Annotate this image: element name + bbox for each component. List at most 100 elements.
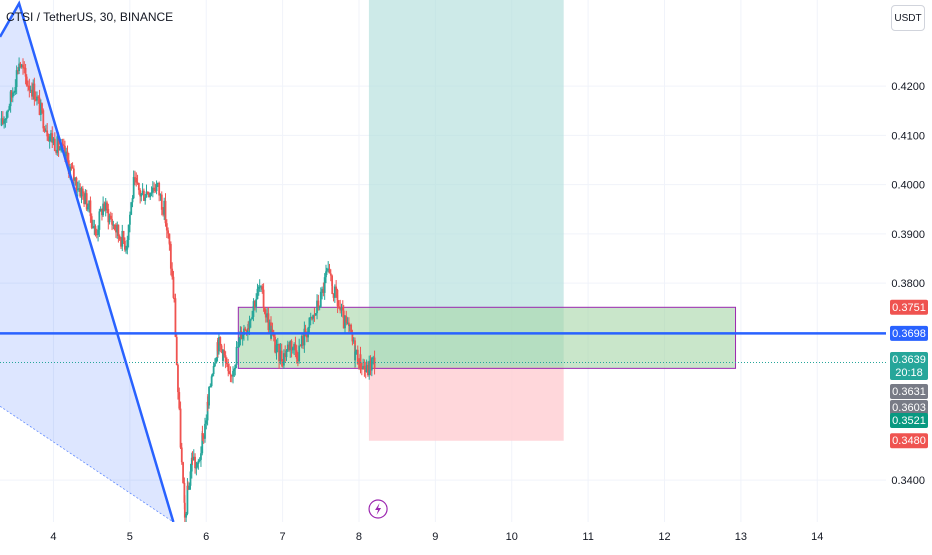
candle-body [56, 136, 59, 153]
price-tick-label: 0.3400 [891, 475, 925, 487]
candle-body [336, 300, 339, 307]
candle-body [29, 89, 32, 91]
price-label-value: 0.3521 [892, 415, 926, 427]
candle-body [179, 408, 182, 448]
trend-line[interactable] [0, 0, 175, 523]
candle-body [364, 369, 367, 372]
candle-body [194, 456, 196, 469]
candle-body [80, 188, 83, 197]
candle-body [55, 150, 58, 153]
candle-body [103, 203, 106, 211]
candle-body [131, 198, 134, 203]
candle-body [58, 149, 61, 151]
candle-body [175, 336, 178, 366]
pattern-edge [0, 405, 174, 523]
candle-body [317, 300, 320, 308]
price-label-value: 0.3639 [892, 354, 926, 366]
candle-body [373, 357, 376, 369]
candle-body [177, 365, 179, 393]
candle-body [328, 268, 331, 274]
candle-body [154, 189, 157, 191]
candle-body [210, 376, 213, 386]
currency-button[interactable]: USDT [891, 5, 925, 31]
candle-body [47, 136, 50, 142]
candle-body [57, 136, 60, 151]
candle-body [18, 63, 20, 71]
candle-body [224, 355, 227, 363]
candle-body [10, 91, 13, 98]
candle-body [84, 193, 87, 205]
price-label-badge [890, 325, 928, 341]
candle-body [333, 286, 336, 298]
candle-body [238, 337, 241, 347]
candle-body [109, 215, 112, 220]
candle-body [190, 457, 193, 472]
candle-body [215, 357, 218, 364]
price-tick-label: 0.4000 [891, 180, 925, 192]
candle-body [182, 462, 184, 483]
candle-body [241, 335, 244, 339]
candle-body [151, 187, 154, 193]
time-tick-label: 11 [582, 531, 593, 543]
drawings [0, 0, 737, 523]
candle-body [322, 288, 325, 293]
candle-body [66, 151, 69, 161]
candle-body [37, 96, 40, 98]
candle-body [358, 364, 360, 369]
candle-body [24, 67, 27, 77]
candle-body [64, 145, 66, 157]
lightning-icon [375, 503, 382, 515]
candle-body [266, 313, 268, 318]
price-axis[interactable]: 0.4200 0.4100 0.4000 0.3900 0.3800 0.3400 0.37… [886, 0, 932, 550]
candle-body [370, 358, 373, 371]
candle-body [289, 340, 292, 351]
candle-body [209, 385, 212, 387]
candle-body [275, 344, 278, 353]
candle-body [325, 271, 327, 278]
candle-body [42, 110, 45, 129]
candle-body [279, 350, 282, 362]
candle-body [90, 216, 93, 228]
candle-body [227, 364, 230, 372]
candle-body [88, 200, 91, 208]
candle-body [86, 207, 89, 210]
candle-body [311, 317, 313, 319]
candle-body [354, 351, 357, 361]
candle-body [201, 433, 204, 436]
candle-body [51, 133, 54, 143]
candle-body [178, 392, 181, 409]
candle-body [321, 288, 323, 292]
candle-body [274, 336, 276, 353]
candle-body [299, 345, 302, 347]
time-tick-label: 7 [280, 531, 286, 543]
candle-body [150, 192, 153, 194]
candle-body [218, 337, 220, 352]
candle-body [99, 209, 102, 212]
candle-body [5, 112, 8, 120]
candle-body [197, 460, 200, 464]
candle-body [243, 328, 245, 336]
candle-body [305, 334, 308, 338]
candle-body [32, 83, 35, 97]
time-tick-label: 12 [658, 531, 670, 543]
candle-body [300, 335, 303, 346]
candle-body [171, 268, 174, 277]
candle-body [159, 194, 162, 196]
price-axis-background [886, 0, 932, 550]
candle-body [79, 188, 82, 197]
candle-body [27, 85, 29, 87]
candle-body [205, 420, 208, 424]
candle-body [61, 143, 64, 146]
candle-body [222, 350, 224, 361]
candle-body [52, 138, 55, 143]
time-axis[interactable]: 4 5 6 7 8 9 10 11 12 13 14 [0, 522, 886, 550]
candle-body [172, 276, 175, 298]
candle-body [15, 70, 18, 88]
price-label-badge [890, 433, 928, 449]
candle-body [348, 324, 351, 327]
candle-body [120, 239, 122, 247]
candle-body [350, 324, 353, 334]
candle-body [38, 97, 41, 115]
